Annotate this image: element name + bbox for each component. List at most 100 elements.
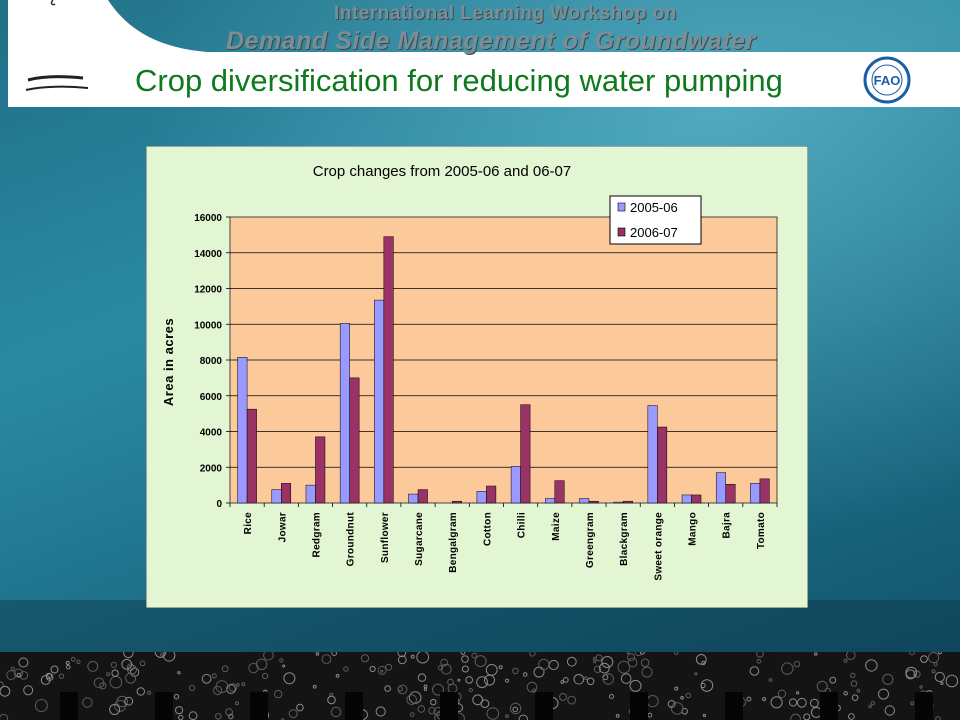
film-strip-dot [129,667,140,677]
film-strip-dot [945,674,959,688]
film-strip-dot [385,663,393,671]
film-strip-dot [674,686,679,691]
film-strip-dot [476,676,489,689]
film-strip-dot [680,696,684,700]
film-strip-dot [498,665,503,670]
header-banner [8,0,960,107]
y-tick-labels: 0 2000 4000 6000 8000 10000 12000 14000 16000 [194,213,222,510]
film-strip-dot [474,655,487,668]
film-strip-dot [213,685,223,696]
x-tick-label: Cotton [482,512,493,546]
film-strip-dot [518,714,528,720]
legend-swatch-2006 [617,227,626,237]
x-tick-label: Sugarcane [414,512,425,566]
film-strip-dot [529,652,536,657]
film-strip-dot [460,652,466,655]
film-strip-block [725,692,743,720]
film-strip-dot [397,652,407,658]
y-tick-label: 0 [216,499,222,510]
bar-sweet-orange-2006-07 [657,426,668,504]
film-strip-dot [428,707,436,715]
film-strip-dot [228,683,238,692]
workshop-title-line2: Demand Side Management of Groundwater [226,27,756,55]
film-strip-dot [777,689,787,698]
film-strip-dot [327,695,336,705]
film-strip-dot [123,652,134,659]
film-strip-block [820,692,838,720]
film-strip-dot [599,662,610,674]
film-strip-dot [263,652,274,661]
film-strip-dot [76,659,81,665]
film-strip-dot [461,665,469,673]
x-tick-label: Greengram [585,512,596,568]
film-strip-dot [241,682,246,687]
slide-title: Crop diversification for reducing water … [135,63,783,98]
film-strip-dot [878,688,889,700]
film-strip-dot [282,664,286,668]
film-strip-block [250,692,268,720]
film-strip-dot [829,676,837,684]
film-strip-dot [417,705,426,713]
fao-logo: FAO [863,56,911,104]
film-strip-dot [486,707,500,720]
bar-groundnut-2005-06 [339,323,350,504]
legend-label-2005: 2005-06 [630,200,678,215]
film-strip-dot [472,694,484,706]
film-strip-block [535,692,553,720]
x-tick-label: Bengalgram [448,512,459,573]
film-strip-dot [384,685,391,692]
film-strip-dot [377,665,387,675]
bar-greengram-2005-06 [579,498,590,504]
film-strip-dot [746,696,752,702]
film-strip-block [345,692,363,720]
film-strip-dot [226,684,236,694]
film-strip-dot [423,687,427,692]
x-tick-label: Tomato [756,512,767,549]
film-strip-dot [920,655,928,663]
film-strip-dot [189,684,196,692]
film-strip-block [60,692,78,720]
film-strip-dot [762,697,767,702]
x-tick-label: Mango [688,512,699,546]
film-strip-dot [629,679,642,692]
bar-chilli-2005-06 [510,466,521,504]
film-strip-dot [865,659,878,672]
bar-blackgram-2005-06 [613,501,624,504]
film-strip-dot [397,655,407,665]
y-tick-label: 14000 [194,249,222,260]
bar-cotton-2005-06 [476,491,487,504]
film-strip-dot [45,672,53,680]
bar-mango-2006-07 [691,494,702,504]
film-strip-dot [461,655,469,663]
chart-title: Crop changes from 2005-06 and 06-07 [313,163,572,180]
film-strip-dot [931,669,936,674]
film-strip-dot [505,714,509,718]
legend: 2005-06 2006-07 [609,195,702,245]
film-strip-dot [410,712,415,717]
film-strip-dot [512,706,519,713]
film-strip-dot [694,672,698,676]
film-strip-dot [82,697,93,708]
film-strip-dot [617,660,631,674]
film-strip-dot [700,679,714,692]
film-strip-dot [641,666,653,678]
film-strip-dot [66,664,71,670]
film-strip-dot [211,673,217,679]
film-strip-dot [796,697,807,708]
film-strip-dot [770,696,783,709]
bar-mango-2005-06 [681,494,692,504]
film-strip-dot [380,669,384,673]
film-strip-dot [471,652,478,659]
film-strip-dot [850,680,858,687]
film-strip-dot [913,670,921,678]
film-strip-dot [154,652,167,658]
film-strip-dot [937,652,942,655]
x-tick-label: Chilli [517,512,528,538]
x-tick-label: Blackgram [619,512,630,566]
film-strip-dot [6,670,17,681]
film-strip-dot [609,694,614,699]
film-strip-dot [814,652,818,656]
bar-chilli-2006-07 [520,404,531,504]
film-strip-dot [288,709,298,719]
film-strip-dot [262,672,269,680]
